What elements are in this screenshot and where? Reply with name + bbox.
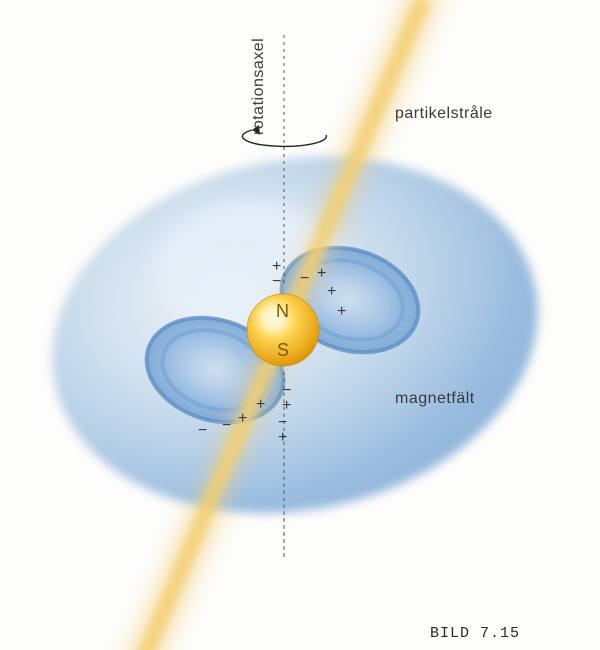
particle-beam-text: partikelstråle xyxy=(395,105,493,122)
rotation-axis-label: rotationsaxel xyxy=(250,38,268,135)
charge-symbol: + xyxy=(282,397,291,415)
diagram-stage: rotationsaxel partikelstråle magnetfält … xyxy=(0,0,600,650)
pole-north-text: N xyxy=(276,301,289,321)
magnetic-field-text: magnetfält xyxy=(395,390,475,407)
charge-symbol: + xyxy=(256,396,265,414)
charge-symbol: − xyxy=(198,422,207,440)
charge-symbol: − xyxy=(272,273,281,291)
diagram-svg xyxy=(0,0,600,650)
pole-south-text: S xyxy=(277,340,289,360)
charge-symbol: + xyxy=(238,410,247,428)
charge-symbol: − xyxy=(300,270,309,288)
magnetic-field-label: magnetfält xyxy=(395,390,475,408)
pole-south: S xyxy=(277,340,289,361)
charge-symbol: + xyxy=(337,303,346,321)
rotation-axis-text: rotationsaxel xyxy=(250,38,267,135)
charge-symbol: + xyxy=(317,265,326,283)
figure-caption-text: BILD 7.15 xyxy=(430,625,520,642)
charge-symbol: + xyxy=(327,283,336,301)
charge-symbol: + xyxy=(278,429,287,447)
particle-beam-label: partikelstråle xyxy=(395,105,493,123)
figure-caption: BILD 7.15 xyxy=(430,625,520,642)
charge-symbol: − xyxy=(222,417,231,435)
pole-north: N xyxy=(276,301,289,322)
